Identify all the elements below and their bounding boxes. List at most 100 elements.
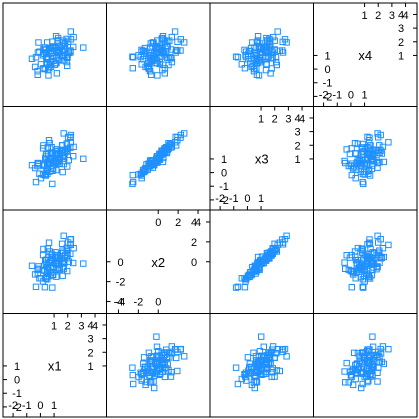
data-point [80,260,87,267]
data-point [281,345,289,353]
tick-label-right-x2: 2 [191,237,197,249]
data-point [247,44,255,52]
data-point [177,131,185,139]
data-point [129,53,136,60]
data-point [260,343,268,351]
tick-label-right-x4: 1 [398,50,404,62]
tick-label-left-x3: -1 [219,181,229,193]
data-point [52,44,59,51]
tick-label-top-x2: 0 [155,217,161,229]
data-point [256,55,263,62]
data-point [255,72,263,79]
data-point [45,259,52,266]
data-point [364,370,371,378]
tick-label-bottom-x3: -1 [229,193,239,205]
data-point [354,350,362,357]
data-point [49,180,56,188]
data-point [379,245,387,252]
data-point [154,37,161,44]
data-point [274,28,281,35]
data-point [359,178,366,186]
points-x1-x2 [28,232,87,291]
data-point [42,49,50,56]
data-point [153,343,161,351]
data-point [138,375,145,383]
tick-label-bottom-x4: -2 [319,90,329,102]
data-point [151,384,158,392]
data-point [283,39,290,46]
data-point [58,42,66,49]
data-point [266,35,273,43]
data-point [354,156,362,163]
tick-label-bottom-x4: 1 [362,90,368,102]
data-point [258,333,265,340]
data-point [370,363,377,370]
data-point [55,150,62,158]
data-point [380,253,388,261]
data-point [43,168,50,175]
data-point [53,146,61,153]
data-point [360,180,367,188]
data-point [380,360,388,368]
data-point [267,359,274,367]
data-point [138,371,145,378]
data-point [149,353,157,361]
data-point [40,245,47,253]
points-x1-x3 [28,130,87,188]
data-point [59,157,67,165]
data-point [369,343,377,351]
data-point [64,267,71,275]
tick-label-left-x2: 0 [117,257,123,269]
data-point [46,140,53,147]
tick-label-top-x3: 1 [258,114,264,126]
tick-label-top-x4: 3 [389,10,395,22]
data-point [354,256,362,264]
data-point [60,130,67,137]
data-point [50,165,57,173]
data-point [254,37,262,44]
data-point [146,68,154,75]
data-point [59,272,66,280]
data-point [358,384,365,392]
tick-label-right-x4: 3 [398,23,404,35]
data-point [385,346,392,353]
data-point [244,354,252,361]
data-point [138,46,145,54]
tick-label-bottom-x2: -2 [133,297,143,309]
data-point [342,159,349,167]
data-point [234,380,242,388]
data-point [174,47,181,54]
data-point [60,39,67,46]
data-point [263,354,271,362]
data-point [348,371,356,379]
tick-label-top-x4: 4 [402,10,408,22]
data-point [32,54,40,61]
data-point [47,59,54,66]
data-point [49,167,56,175]
tick-label-right-x3: 3 [294,127,300,139]
data-point [371,354,378,362]
data-point [41,65,49,72]
data-point [351,349,358,357]
data-point [59,168,66,176]
data-point [352,275,359,282]
data-point [161,146,169,153]
data-point [374,353,381,360]
data-point [283,232,290,240]
tick-label-top-x1: 1 [51,321,57,333]
data-point [63,58,70,66]
data-point [181,130,188,137]
data-point [368,271,376,279]
data-point [359,349,366,356]
data-point [153,157,160,164]
data-point [59,264,67,271]
panel-x4-x1 [313,313,418,418]
data-point [129,371,137,379]
tick-label-left-x4: -1 [323,78,333,90]
data-point [348,171,356,179]
data-point [35,39,42,46]
data-point [177,345,185,353]
data-point [44,245,51,252]
data-point [352,150,359,157]
data-point [241,371,249,379]
